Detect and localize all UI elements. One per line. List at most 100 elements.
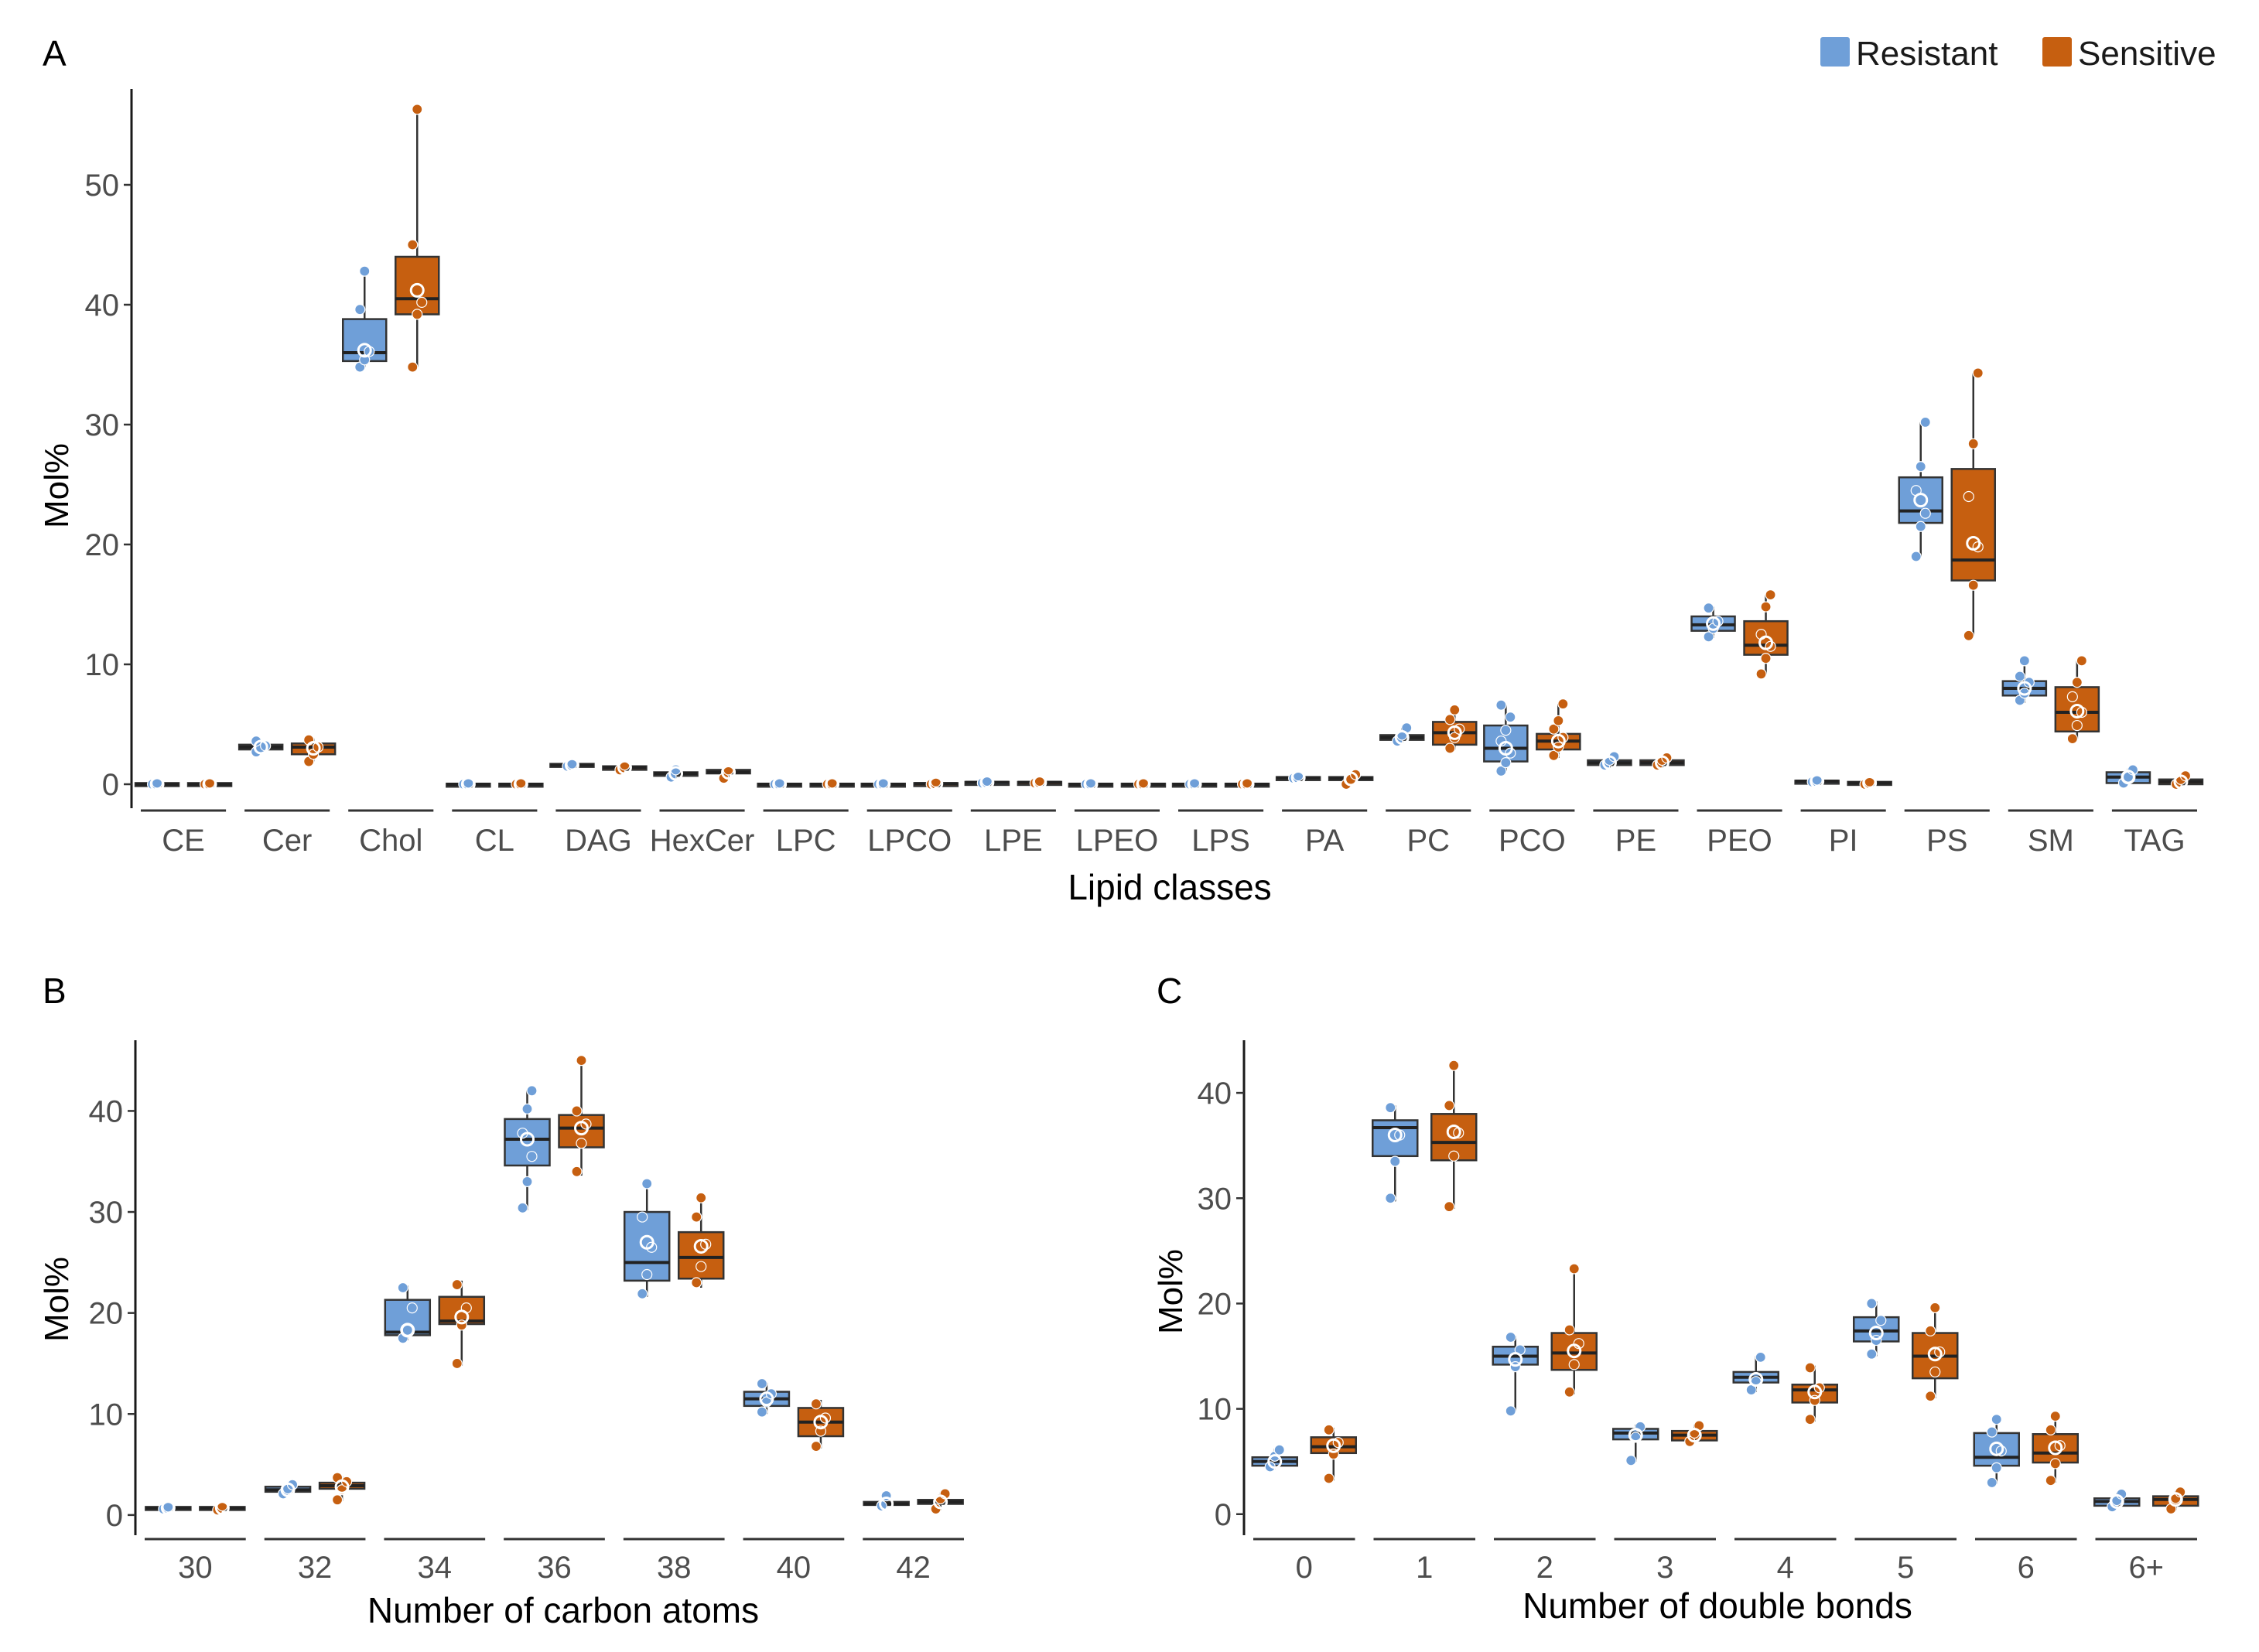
panel-c-sensitive-box-point xyxy=(2049,1411,2061,1422)
panel-b-resistant-box-mean-marker xyxy=(639,1234,654,1250)
panel-c-sensitive-box-mean-marker xyxy=(1687,1428,1702,1443)
panel-c-x-tick-label: 6+ xyxy=(2128,1551,2164,1585)
panel-c-x-tick-label: 3 xyxy=(1656,1551,1673,1585)
panel-c-resistant-box-point xyxy=(1389,1155,1401,1167)
panel-b-xlabel: Number of carbon atoms xyxy=(367,1590,759,1630)
panel-c-sensitive-box-point xyxy=(1929,1302,1941,1313)
panel-a-x-tick-label: PE xyxy=(1615,824,1656,858)
panel-c-xlabel: Number of double bonds xyxy=(1523,1585,1912,1626)
panel-c-resistant-box-point xyxy=(1505,1405,1516,1417)
panel-a-resistant-box-point xyxy=(354,304,366,316)
panel-b-ylabel: Mol% xyxy=(38,1257,76,1342)
panel-c-resistant-box-mean-marker xyxy=(2109,1493,2124,1509)
panel-c-sensitive-box-point xyxy=(1323,1473,1335,1484)
panel-a-resistant-box-point xyxy=(359,354,371,366)
panel-a-resistant-box-mean-marker xyxy=(876,777,891,792)
panel-a-sensitive-box-point xyxy=(2071,719,2083,732)
panel-a-x-tick-label: PC xyxy=(1406,824,1450,858)
panel-a-resistant-box-mean-marker xyxy=(149,777,165,792)
panel-a-resistant-box-point xyxy=(1919,507,1931,519)
panel-a-resistant-box-mean-marker xyxy=(772,777,788,792)
panel-c-sensitive-box-point xyxy=(1323,1424,1335,1435)
panel-a-sensitive-box-mean-marker xyxy=(1343,771,1358,787)
panel-a-resistant-box-mean-marker xyxy=(668,766,684,781)
panel-b-resistant-box-mean-marker xyxy=(160,1500,176,1516)
panel-a-resistant-box-mean-marker xyxy=(253,739,268,755)
panel-a-sensitive-box-point xyxy=(412,309,423,320)
panel-a-sensitive-box-point xyxy=(412,104,423,115)
panel-b-resistant-box-point xyxy=(641,1178,653,1190)
panel-a-x-tick-label: CL xyxy=(475,824,514,858)
panel-a-x-tick-label: TAG xyxy=(2124,824,2185,858)
panel-b-sensitive-box-point xyxy=(451,1278,463,1291)
panel-c-resistant-box-point xyxy=(1625,1455,1637,1466)
panel-c-x-tick-label: 2 xyxy=(1536,1551,1553,1585)
panel-a-x-tick-label: LPE xyxy=(984,824,1043,858)
panel-b-resistant-box-point xyxy=(637,1211,648,1223)
panel-a-sensitive-box-point xyxy=(416,296,428,308)
panel-c-resistant-box-point xyxy=(1986,1476,1998,1489)
panel-c-y-tick-label: 30 xyxy=(1198,1182,1232,1216)
panel-c-ylabel: Mol% xyxy=(1152,1249,1190,1334)
panel-b-sensitive-box-point xyxy=(571,1105,583,1117)
panel-c-resistant-box-point xyxy=(1385,1102,1396,1114)
panel-b-y-tick-label: 30 xyxy=(89,1196,124,1230)
panel-c-sensitive-box-point xyxy=(1444,1201,1455,1213)
panel-a-resistant-box-mean-marker xyxy=(1498,741,1513,756)
panel-a-resistant-box-mean-marker xyxy=(979,775,995,790)
panel-a-sensitive-box-mean-marker xyxy=(2069,703,2085,718)
panel-b-resistant-box-point xyxy=(526,1151,538,1162)
panel-a-sensitive-box-mean-marker xyxy=(306,741,321,756)
panel-a-sensitive-box-point xyxy=(1963,490,1974,503)
panel-a-sensitive-box-point xyxy=(1553,715,1564,726)
panel-a-x-tick-label: LPS xyxy=(1191,824,1250,858)
panel-c-sensitive-box-point xyxy=(1568,1263,1580,1275)
panel-b-x-tick-label: 32 xyxy=(298,1551,333,1585)
panel-a-resistant-box-point xyxy=(1500,756,1512,769)
panel-c-resistant-box xyxy=(1372,1119,1419,1158)
panel-c-sensitive-box-point xyxy=(1804,1414,1816,1425)
panel-b-x-tick-label: 42 xyxy=(896,1551,931,1585)
panel-a-sensitive-box-mean-marker xyxy=(928,776,944,791)
panel-b-resistant-box-point xyxy=(521,1103,533,1114)
panel-a-sensitive-box-mean-marker xyxy=(1966,535,1981,551)
panel-a-y-tick-label: 40 xyxy=(85,288,120,323)
legend-swatch-sensitive xyxy=(2042,37,2072,67)
panel-a-sensitive-box-mean-marker xyxy=(1136,777,1151,792)
panel-b-resistant-box-mean-marker xyxy=(400,1323,415,1338)
panel-a-sensitive-box-point xyxy=(1967,579,1979,591)
panel-b-sensitive-box-point xyxy=(331,1494,343,1506)
panel-a-resistant-box-mean-marker xyxy=(1706,616,1721,631)
panel-a-x-tick-label: DAG xyxy=(565,824,632,858)
panel-a-resistant-box-point xyxy=(1495,765,1507,777)
panel-a-chart: Mol% Lipid classes 0 10 20 30 40 50 CE Cer Chol C… xyxy=(38,89,2204,907)
panel-c-resistant-box-point xyxy=(1986,1426,1998,1438)
panel-c-sensitive-box-point xyxy=(2045,1475,2056,1486)
panel-a-resistant-box-mean-marker xyxy=(2017,681,2032,696)
panel-a-resistant-box-point xyxy=(1703,602,1714,614)
panel-b-resistant-box-point xyxy=(756,1406,768,1418)
panel-a-sensitive-box-point xyxy=(2071,677,2083,688)
panel-a-x-tick-label: LPC xyxy=(776,824,836,858)
panel-b-resistant-box-point xyxy=(641,1268,653,1281)
panel-a-sensitive-box-point xyxy=(1765,589,1776,601)
panel-c-resistant-box-point xyxy=(1991,1414,2002,1425)
panel-a-x-tick-label: HexCer xyxy=(650,824,755,858)
panel-a-y-tick-label: 20 xyxy=(85,528,120,562)
panel-c-sensitive-box-mean-marker xyxy=(1807,1384,1823,1400)
panel-b-sensitive-box-point xyxy=(695,1261,707,1272)
panel-c-resistant-box-point xyxy=(1273,1444,1285,1456)
panel-c-x-tick-label: 1 xyxy=(1416,1551,1433,1585)
panel-c-resistant-box-mean-marker xyxy=(1628,1428,1643,1443)
panel-a-x-tick-label: LPEO xyxy=(1076,824,1159,858)
panel-b-sensitive-box-point xyxy=(695,1192,707,1203)
panel-b-sensitive-box-mean-marker xyxy=(693,1238,709,1254)
panel-a-resistant-box-point xyxy=(1910,551,1922,562)
panel-a-resistant-box-mean-marker xyxy=(357,343,372,358)
panel-a-y-tick-label: 10 xyxy=(85,648,120,682)
panel-a-sensitive-box-point xyxy=(2076,655,2087,667)
panel-b-resistant-box-mean-marker xyxy=(759,1391,774,1407)
panel-a-sensitive-box-point xyxy=(1972,367,1984,379)
panel-a-sensitive-box-mean-marker xyxy=(409,282,425,298)
